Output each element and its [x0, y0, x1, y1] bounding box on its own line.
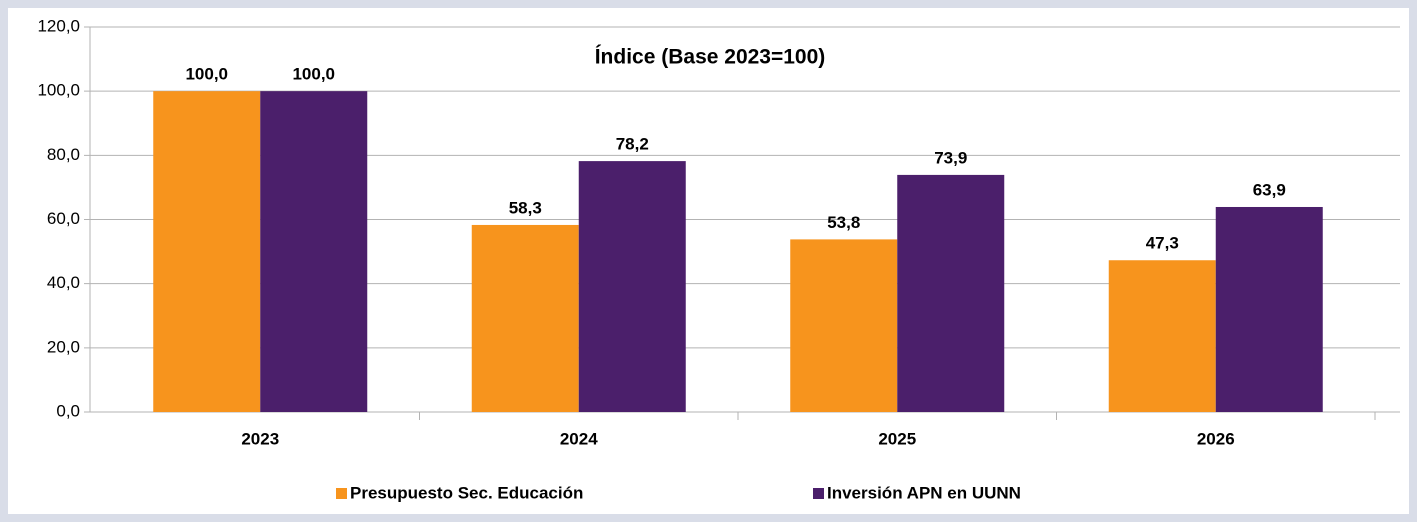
bar: [1215, 206, 1323, 412]
y-tick-label: 80,0: [47, 145, 80, 164]
y-tick-label: 60,0: [47, 209, 80, 228]
bar: [471, 224, 579, 412]
data-label: 100,0: [292, 65, 335, 84]
bar: [1108, 260, 1216, 412]
data-label: 73,9: [934, 148, 967, 167]
data-label: 53,8: [827, 213, 860, 232]
x-tick-label: 2023: [241, 429, 279, 448]
bar: [897, 174, 1005, 412]
legend-swatch: [813, 488, 824, 499]
y-tick-label: 100,0: [37, 81, 80, 100]
x-tick-label: 2025: [878, 429, 916, 448]
bar: [790, 239, 898, 412]
legend-swatch: [336, 488, 347, 499]
x-tick-label: 2026: [1197, 429, 1235, 448]
bar: [260, 91, 368, 413]
data-label: 47,3: [1146, 234, 1179, 253]
y-tick-label: 20,0: [47, 337, 80, 356]
y-tick-label: 40,0: [47, 273, 80, 292]
data-label: 58,3: [509, 198, 542, 217]
data-label: 63,9: [1253, 180, 1286, 199]
legend-label: Presupuesto Sec. Educación: [350, 483, 583, 502]
data-label: 100,0: [185, 65, 228, 84]
data-label: 78,2: [616, 135, 649, 154]
bar: [578, 161, 686, 412]
chart-title: Índice (Base 2023=100): [595, 46, 826, 69]
legend-label: Inversión APN en UUNN: [827, 483, 1021, 502]
y-tick-label: 120,0: [37, 16, 80, 35]
bar: [153, 91, 261, 413]
x-tick-label: 2024: [560, 429, 598, 448]
y-tick-label: 0,0: [56, 401, 80, 420]
